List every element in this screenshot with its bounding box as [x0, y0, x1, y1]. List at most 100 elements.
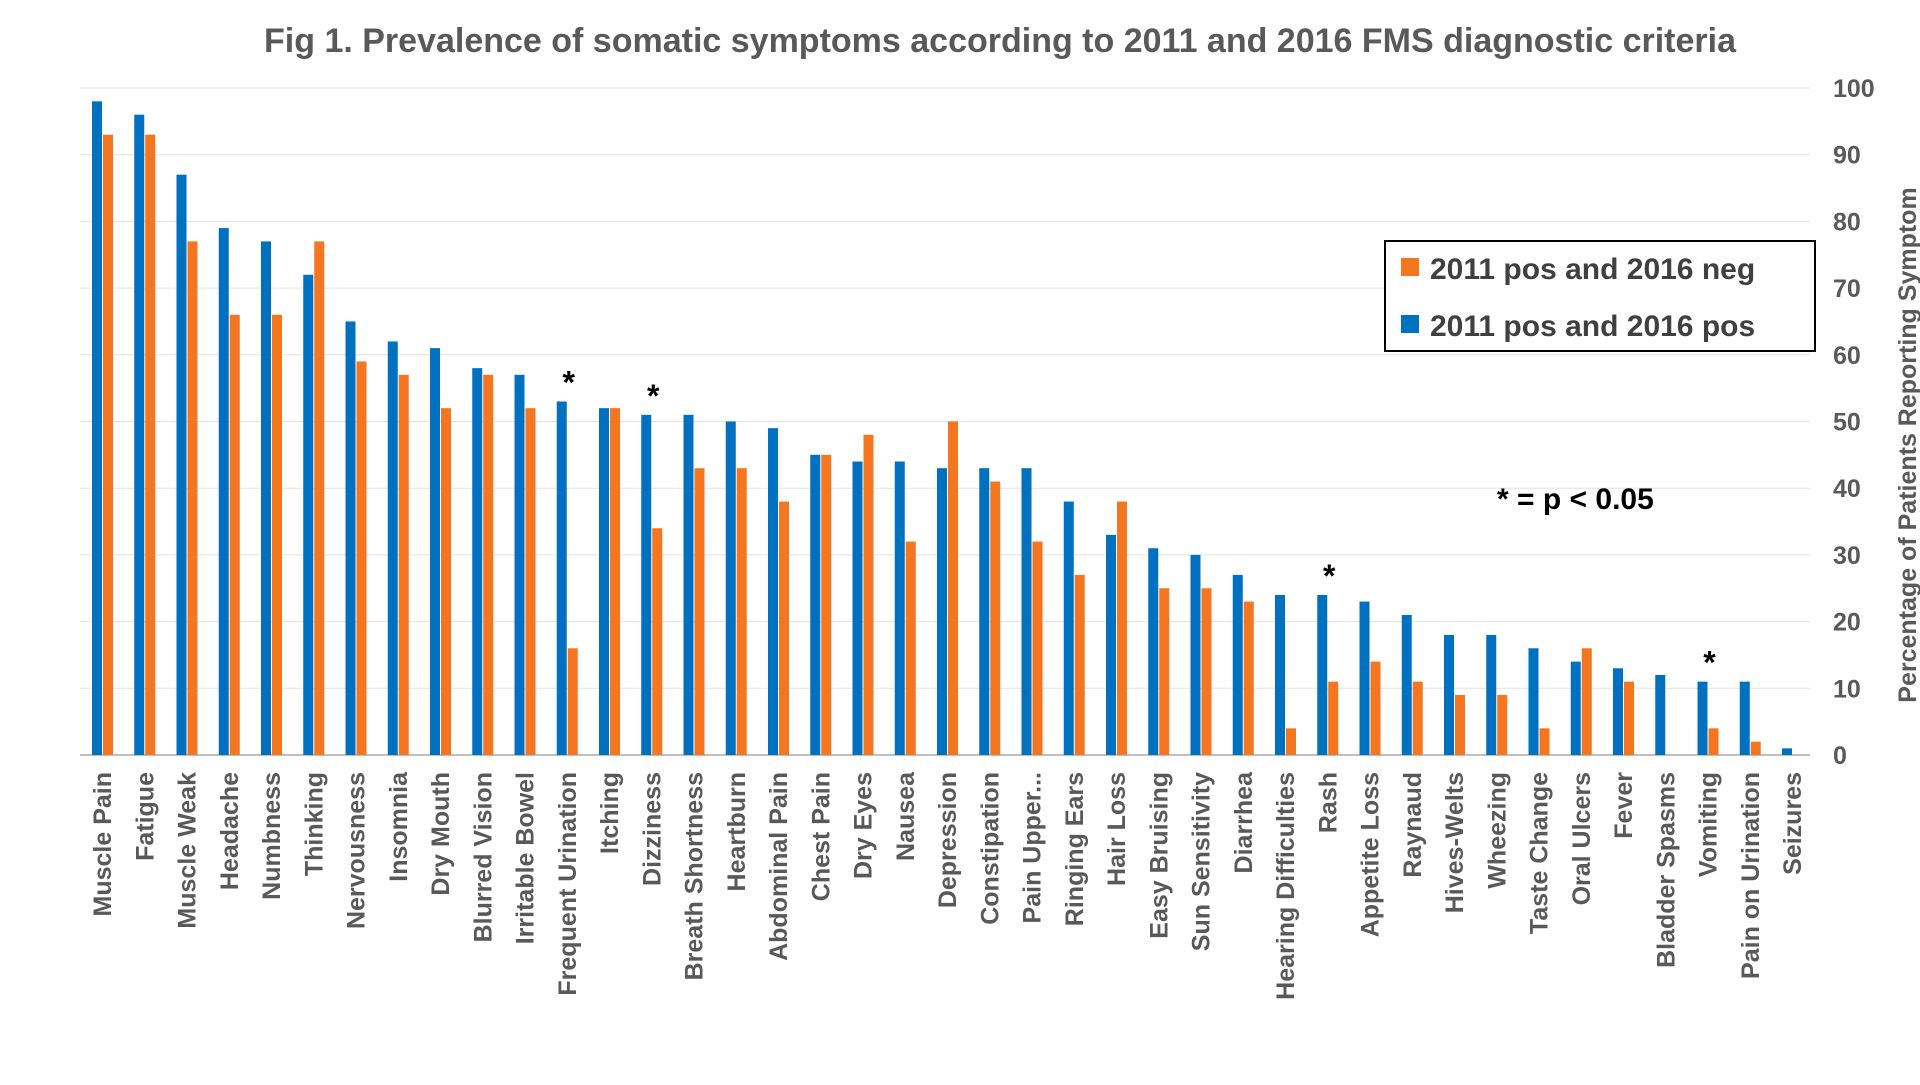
category-label: Hearing Difficulties — [1272, 772, 1300, 1000]
bar-2016-pos — [92, 101, 102, 756]
significance-markers: * * * * — [563, 364, 1717, 680]
bar-2016-pos — [641, 414, 652, 755]
y-tick-label: 20 — [1833, 609, 1861, 637]
bar-2016-neg — [1624, 681, 1634, 755]
category-label: Thinking — [300, 772, 328, 876]
bar-2016-pos — [1190, 554, 1201, 755]
bar-2016-pos — [1739, 681, 1750, 755]
category-labels: Muscle Pain Fatigue Muscle Weak Headache Num… — [89, 771, 1807, 1000]
bar-2016-pos — [1359, 601, 1370, 755]
bar-2016-pos — [1486, 634, 1497, 755]
bar-2016-pos — [1613, 668, 1623, 755]
category-label: Muscle Pain — [89, 772, 117, 917]
bar-2016-neg — [821, 454, 832, 755]
legend-label-2016-neg: 2011 pos and 2016 neg — [1430, 253, 1755, 286]
bar-2016-pos — [472, 368, 483, 755]
bar-2016-neg — [1243, 601, 1254, 755]
bar-2016-neg — [483, 374, 494, 755]
bar-2016-pos — [261, 241, 271, 755]
bar-2016-neg — [905, 541, 916, 755]
y-tick-label: 30 — [1833, 542, 1861, 570]
y-axis-label: Percentage of Patients Reporting Symptom — [1894, 187, 1920, 702]
bar-2016-pos — [1570, 661, 1581, 755]
category-label: Raynaud — [1399, 772, 1427, 878]
category-label: Diarrhea — [1230, 771, 1258, 874]
category-label: Headache — [216, 772, 244, 890]
category-label: Pain Upper... — [1019, 772, 1047, 923]
category-label: Vomiting — [1695, 772, 1723, 877]
bar-2016-pos — [1148, 548, 1159, 755]
category-label: Bladder Spasms — [1652, 772, 1680, 968]
bar-2016-neg — [948, 421, 958, 755]
bar-2016-pos — [599, 408, 609, 755]
bar-2016-pos — [345, 321, 356, 755]
bar-2016-pos — [937, 468, 947, 755]
bar-2016-neg — [525, 408, 536, 755]
bar-2016-pos — [1106, 534, 1116, 755]
bar-2016-neg — [610, 408, 620, 755]
bar-2016-pos — [1232, 574, 1243, 755]
bar-2016-neg — [1032, 541, 1043, 755]
bar-2016-neg — [229, 314, 240, 755]
category-label: Blurred Vision — [469, 772, 497, 942]
category-label: Fatigue — [131, 772, 159, 861]
bar-2016-neg — [356, 361, 367, 755]
category-label: Insomnia — [385, 771, 413, 882]
y-tick-label: 90 — [1833, 142, 1861, 170]
bar-2016-pos — [1063, 501, 1074, 755]
bar-2016-pos — [683, 414, 694, 755]
category-label: Seizures — [1779, 772, 1807, 875]
legend: 2011 pos and 2016 neg 2011 pos and 2016 … — [1384, 240, 1816, 352]
bar-2016-neg — [1581, 648, 1592, 755]
bar-2016-neg — [736, 468, 747, 755]
bar-2016-neg — [567, 648, 578, 755]
bar-2016-neg — [1159, 588, 1170, 755]
bar-2016-pos — [556, 401, 567, 755]
bar-2016-neg — [1370, 661, 1381, 755]
category-label: Frequent Urination — [554, 772, 582, 996]
bar-2016-pos — [852, 461, 863, 755]
bar-2016-neg — [694, 468, 705, 755]
bar-2016-pos — [176, 174, 187, 755]
bar-2016-neg — [1455, 694, 1465, 755]
bar-2016-pos — [768, 428, 778, 755]
bar-2016-pos — [430, 348, 440, 755]
bar-2016-pos — [1444, 634, 1454, 755]
bar-2016-neg — [1412, 681, 1423, 755]
significance-star: * — [1703, 645, 1716, 681]
category-label: Pain on Urination — [1737, 772, 1765, 979]
category-label: Muscle Weak — [174, 772, 202, 929]
significance-note: * = p < 0.05 — [1497, 483, 1654, 516]
bar-2016-neg — [441, 408, 451, 755]
bar-2016-neg — [1201, 588, 1212, 755]
significance-star: * — [1323, 558, 1336, 594]
y-tick-label: 40 — [1833, 475, 1861, 503]
legend-swatch-2016-neg — [1401, 258, 1419, 276]
bar-2016-pos — [1697, 681, 1708, 755]
significance-star: * — [563, 364, 576, 400]
bar-2016-pos — [134, 114, 145, 756]
y-tick-label: 50 — [1833, 409, 1861, 437]
bar-2016-neg — [398, 374, 409, 755]
bar-2016-neg — [1286, 728, 1296, 755]
category-label: Constipation — [976, 772, 1004, 925]
bar-2016-pos — [1782, 748, 1792, 755]
legend-label-2016-pos: 2011 pos and 2016 pos — [1430, 310, 1755, 343]
bar-2016-neg — [314, 241, 325, 755]
y-tick-label: 10 — [1833, 675, 1861, 703]
category-label: Wheezing — [1483, 772, 1511, 889]
category-label: Dry Mouth — [427, 772, 455, 896]
bar-2016-neg — [990, 481, 1001, 755]
significance-star: * — [647, 378, 660, 414]
y-tick-labels: 0 10 20 30 40 50 60 70 80 90 100 — [1833, 75, 1875, 770]
bar-2016-pos — [218, 228, 229, 755]
bar-2016-neg — [1328, 681, 1339, 755]
bar-2016-pos — [725, 421, 736, 755]
bars — [92, 101, 1792, 756]
bar-2016-neg — [145, 134, 156, 755]
bar-2016-neg — [1708, 728, 1719, 755]
category-label: Nervousness — [343, 772, 371, 929]
bar-2016-neg — [652, 528, 663, 755]
y-tick-label: 70 — [1833, 275, 1861, 303]
